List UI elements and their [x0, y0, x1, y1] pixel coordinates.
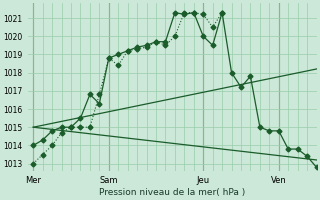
X-axis label: Pression niveau de la mer( hPa ): Pression niveau de la mer( hPa ) — [99, 188, 245, 197]
